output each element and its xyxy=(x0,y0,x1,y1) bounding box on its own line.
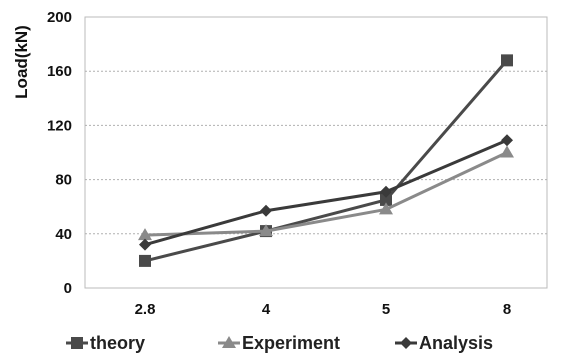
legend-item-theory: theory xyxy=(66,333,145,353)
data-point xyxy=(501,54,513,67)
series-line xyxy=(144,151,508,237)
legend-item-analysis: Analysis xyxy=(395,333,493,353)
y-tick-label: 160 xyxy=(47,63,72,80)
x-axis-ticks: 2.8 4 5 8 xyxy=(135,301,512,318)
data-point xyxy=(379,202,393,215)
legend-marker-icon xyxy=(222,336,236,348)
y-tick-label: 80 xyxy=(55,172,72,189)
plot-area xyxy=(84,16,548,289)
series-experiment xyxy=(138,145,514,241)
series-analysis xyxy=(139,134,513,251)
data-point xyxy=(138,228,152,241)
legend: theory Experiment Analysis xyxy=(66,333,493,353)
x-tick-label: 4 xyxy=(262,301,271,318)
legend-item-experiment: Experiment xyxy=(218,333,340,353)
y-axis-ticks: 0 40 80 120 160 200 xyxy=(47,9,72,297)
legend-label: Experiment xyxy=(242,333,340,353)
y-tick-label: 200 xyxy=(47,9,72,26)
data-point xyxy=(501,134,513,147)
series-lines xyxy=(138,54,514,267)
x-tick-label: 5 xyxy=(382,301,390,318)
data-point xyxy=(139,254,151,267)
data-point xyxy=(139,238,151,251)
y-tick-label: 0 xyxy=(64,280,72,297)
legend-marker-icon xyxy=(400,337,412,349)
y-tick-label: 40 xyxy=(55,226,72,243)
legend-marker-icon xyxy=(71,337,83,349)
data-point xyxy=(380,193,392,206)
data-point xyxy=(260,204,272,217)
series-line xyxy=(144,59,509,263)
data-point xyxy=(259,224,273,237)
legend-label: Analysis xyxy=(419,333,493,353)
legend-label: theory xyxy=(90,333,145,353)
x-tick-label: 2.8 xyxy=(135,301,156,318)
series-line xyxy=(144,138,508,247)
data-point xyxy=(380,185,392,198)
x-tick-label: 8 xyxy=(503,301,511,318)
y-tick-label: 120 xyxy=(47,117,72,134)
data-point xyxy=(500,145,514,158)
y-axis-title: Load(kN) xyxy=(12,25,31,99)
